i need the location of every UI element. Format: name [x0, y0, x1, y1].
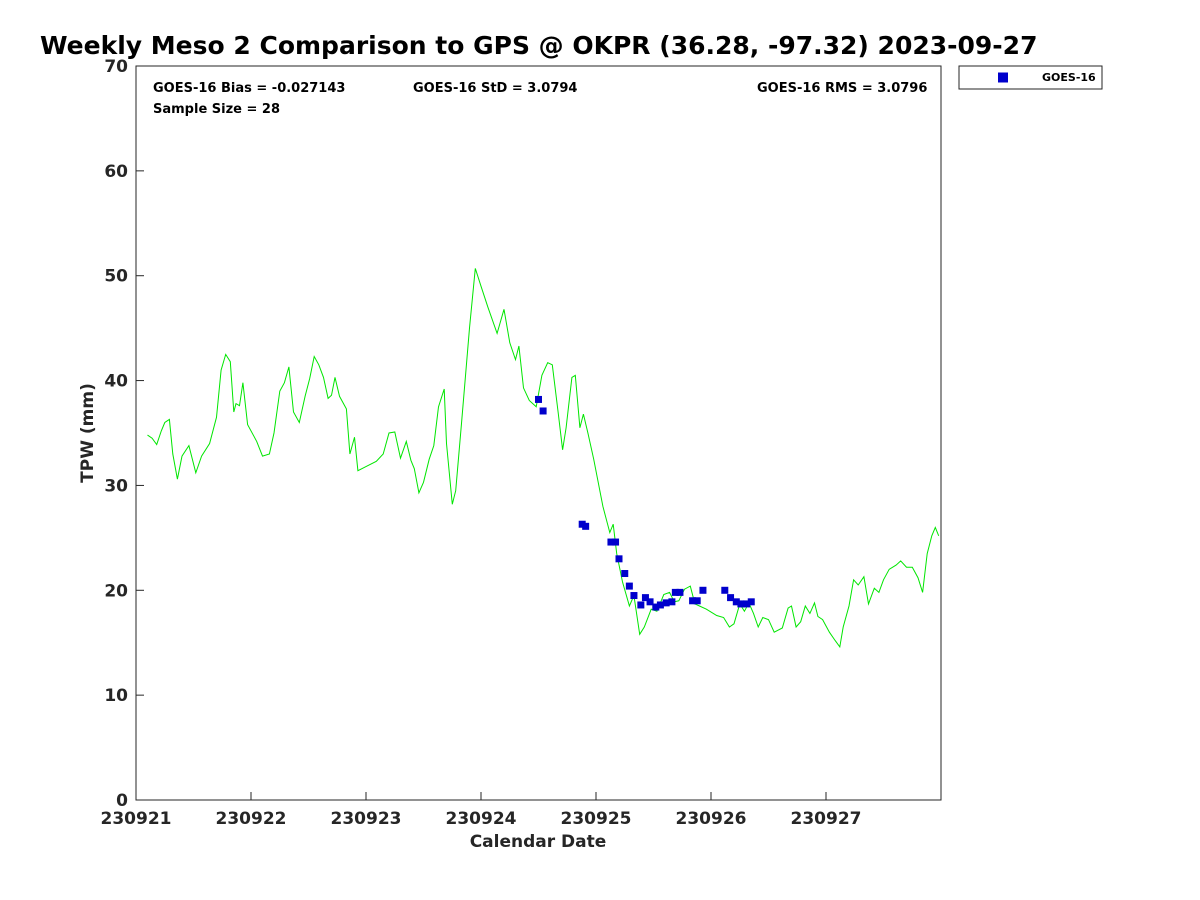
goes16-point — [612, 538, 620, 546]
y-tick-label: 30 — [104, 476, 128, 496]
goes16-point — [693, 597, 701, 605]
goes16-point — [689, 597, 697, 605]
stats-box: GOES-16 Bias = -0.027143 GOES-16 StD = 3… — [153, 81, 927, 117]
goes16-point — [727, 594, 735, 602]
goes16-point — [607, 538, 615, 546]
bias-stat: GOES-16 Bias = -0.027143 — [153, 81, 345, 96]
goes16-point — [615, 555, 623, 563]
gps-tpw-line — [147, 268, 940, 649]
goes16-point — [737, 600, 745, 608]
sample-size-stat: Sample Size = 28 — [153, 102, 280, 117]
goes16-point — [676, 588, 684, 596]
y-tick-label: 70 — [104, 57, 128, 77]
x-axis-label: Calendar Date — [470, 832, 607, 852]
y-tick-label: 50 — [104, 267, 128, 287]
legend-box — [958, 65, 1103, 90]
legend-label-goes16: GOES-16 — [1042, 71, 1096, 84]
goes16-point — [625, 582, 633, 590]
x-tick-label: 230926 — [676, 809, 747, 829]
x-tick-label: 230927 — [791, 809, 862, 829]
plot-area — [135, 65, 942, 801]
goes16-point — [699, 586, 707, 594]
x-tick-label: 230922 — [216, 809, 287, 829]
y-axis-label: TPW (mm) — [78, 383, 98, 483]
goes16-point — [662, 599, 670, 607]
y-tick-label: 40 — [104, 372, 128, 392]
x-tick-label: 230925 — [561, 809, 632, 829]
y-tick-label: 60 — [104, 162, 128, 182]
goes16-point — [646, 598, 654, 606]
x-tick-label: 230924 — [446, 809, 517, 829]
goes16-point — [539, 407, 547, 415]
std-stat: GOES-16 StD = 3.0794 — [413, 81, 577, 96]
y-tick-label: 10 — [104, 686, 128, 706]
x-axis-ticks: 230921 230922 230923 230924 230925 230926 2309… — [101, 792, 862, 829]
y-tick-label: 0 — [116, 791, 128, 811]
plot-axes — [135, 65, 942, 801]
goes16-point — [621, 570, 629, 578]
chart-title: Weekly Meso 2 Comparison to GPS @ OKPR (… — [40, 31, 1037, 60]
y-axis-ticks: 0 10 20 30 40 50 60 70 — [104, 57, 144, 811]
goes16-point — [668, 598, 676, 606]
rms-stat: GOES-16 RMS = 3.0796 — [757, 81, 927, 96]
goes16-point — [652, 603, 660, 611]
goes16-point — [747, 598, 755, 606]
goes16-point — [656, 601, 664, 609]
x-tick-label: 230923 — [331, 809, 402, 829]
series-layer — [147, 268, 940, 649]
goes16-point — [671, 588, 679, 596]
goes16-point — [582, 522, 590, 530]
goes16-point — [743, 600, 751, 608]
goes16-point — [732, 598, 740, 606]
goes16-point — [721, 586, 729, 594]
y-tick-label: 20 — [104, 581, 128, 601]
goes16-point — [637, 601, 645, 609]
x-tick-label: 230921 — [101, 809, 172, 829]
goes16-point — [641, 594, 649, 602]
goes16-point — [630, 592, 638, 600]
goes16-point — [535, 395, 542, 403]
legend: GOES-16 — [958, 65, 1103, 90]
legend-marker-goes16 — [998, 72, 1008, 83]
